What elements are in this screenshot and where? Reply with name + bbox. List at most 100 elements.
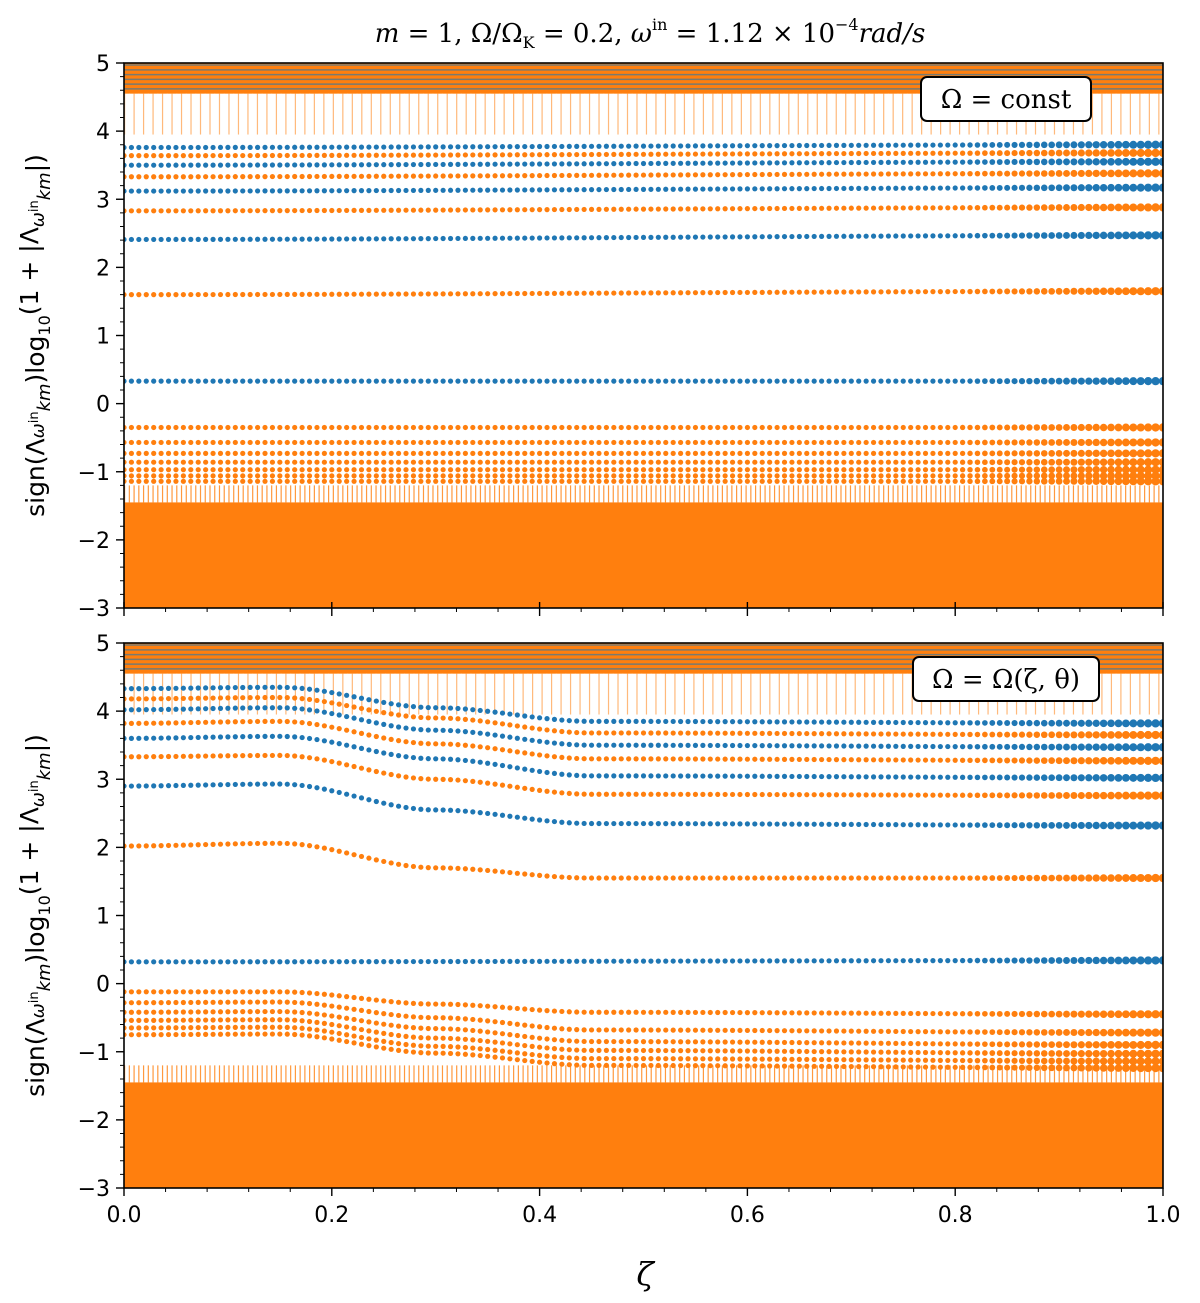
data-point: [351, 291, 357, 297]
lower-stripe: [403, 1065, 406, 1083]
data-point: [254, 174, 261, 180]
data-point: [626, 206, 632, 212]
dense-mode-texture: [124, 63, 1163, 608]
data-point: [522, 713, 528, 719]
lower-stripe: [717, 1065, 719, 1083]
data-point: [989, 185, 996, 191]
data-point: [522, 439, 528, 446]
data-point: [663, 1027, 669, 1033]
lower-stripe: [1072, 1065, 1075, 1083]
data-point: [1033, 466, 1041, 473]
data-point: [165, 467, 172, 473]
data-point: [537, 1035, 543, 1041]
upper-stripe: [617, 673, 619, 715]
data-point: [729, 186, 736, 192]
data-point: [217, 162, 224, 168]
data-point: [626, 958, 632, 964]
data-point: [514, 290, 520, 297]
data-point: [989, 792, 996, 799]
upper-stripe: [612, 93, 614, 135]
data-point: [151, 685, 157, 692]
data-point: [247, 439, 253, 446]
data-point: [678, 1027, 684, 1033]
data-point: [974, 170, 981, 177]
data-point: [937, 731, 943, 737]
data-point: [574, 378, 580, 384]
data-point: [1077, 141, 1085, 149]
upper-stripe: [299, 93, 301, 135]
data-point: [529, 152, 535, 158]
data-point: [262, 1008, 268, 1015]
lower-stripe: [555, 1065, 557, 1083]
data-point: [618, 424, 624, 431]
data-point: [395, 459, 402, 465]
data-point: [744, 875, 751, 881]
data-point: [329, 188, 335, 194]
lower-stripe: [337, 485, 339, 503]
data-point: [819, 821, 825, 827]
data-point: [789, 1028, 795, 1034]
data-point: [633, 1027, 639, 1033]
data-point: [833, 821, 840, 827]
data-point: [655, 186, 661, 192]
data-point: [1114, 791, 1123, 800]
data-point: [447, 459, 454, 465]
data-point: [217, 208, 224, 214]
series-1: [124, 376, 1163, 386]
data-point: [893, 792, 899, 798]
data-point: [470, 439, 476, 446]
data-point: [974, 159, 981, 165]
series-12: [124, 449, 1163, 458]
lower-stripe: [987, 1065, 989, 1083]
data-point: [655, 450, 661, 456]
upper-stripe: [873, 673, 875, 715]
data-point: [678, 718, 684, 725]
lower-stripe: [138, 1065, 140, 1083]
lower-stripe: [612, 485, 614, 503]
data-point: [388, 162, 394, 168]
lower-stripe: [517, 1065, 519, 1083]
data-point: [767, 1039, 773, 1045]
data-point: [1070, 719, 1078, 727]
data-point: [1136, 1010, 1145, 1019]
data-point: [1033, 439, 1041, 446]
data-point: [173, 378, 179, 384]
data-point: [277, 733, 283, 739]
data-point: [433, 187, 439, 193]
data-point: [603, 791, 609, 797]
data-point: [1136, 719, 1145, 728]
data-point: [1114, 157, 1123, 166]
lower-stripe: [427, 485, 429, 503]
upper-stripe: [864, 93, 866, 135]
data-point: [596, 791, 602, 797]
data-point: [581, 875, 587, 881]
data-point: [633, 756, 639, 762]
data-point: [819, 439, 825, 446]
upper-stripe: [313, 673, 315, 715]
data-point: [870, 450, 877, 456]
data-point: [841, 792, 847, 798]
data-point: [678, 160, 684, 166]
lower-stripe: [418, 485, 420, 503]
data-point: [321, 173, 327, 180]
lower-stripe: [1001, 1065, 1003, 1083]
data-point: [922, 478, 929, 484]
upper-stripe: [584, 673, 586, 715]
data-point: [700, 459, 706, 465]
data-point: [989, 288, 996, 295]
upper-stripe: [479, 673, 482, 715]
data-point: [1077, 184, 1085, 192]
upper-stripe: [536, 673, 538, 715]
data-point: [254, 162, 261, 168]
data-point: [462, 291, 468, 297]
data-point: [811, 1028, 817, 1034]
data-point: [173, 959, 179, 965]
data-point: [470, 778, 476, 784]
data-point: [1011, 439, 1018, 446]
data-point: [796, 743, 802, 749]
data-point: [678, 473, 684, 479]
data-point: [210, 450, 216, 456]
data-point: [1107, 465, 1115, 474]
data-point: [1114, 231, 1123, 240]
data-point: [952, 792, 958, 798]
